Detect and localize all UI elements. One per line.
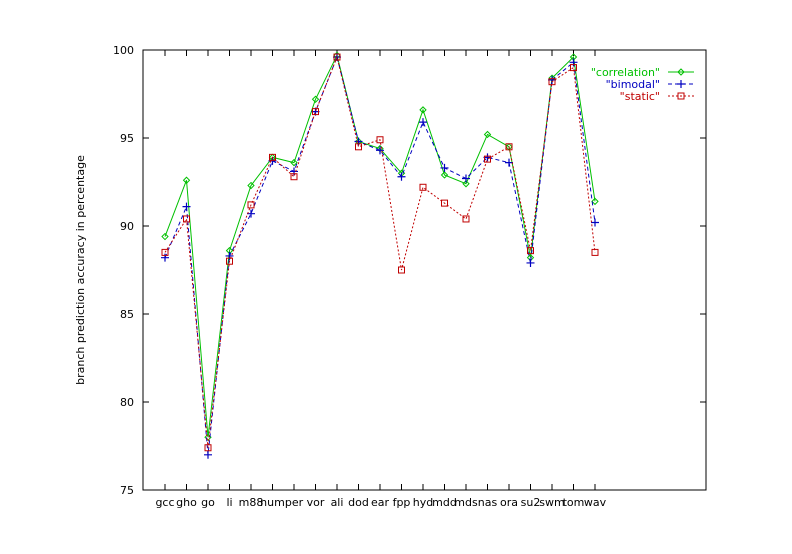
data-point xyxy=(677,80,685,88)
data-point xyxy=(376,146,384,155)
x-tick-label: nas xyxy=(478,496,498,509)
x-tick-label: tom xyxy=(563,496,585,509)
x-tick-label: dod xyxy=(348,496,369,509)
series-2 xyxy=(161,53,599,452)
data-point xyxy=(376,136,384,144)
data-point xyxy=(226,257,233,265)
data-point xyxy=(591,248,599,256)
y-axis-title: branch prediction accuracy in percentage xyxy=(74,155,87,385)
data-point xyxy=(548,78,556,86)
data-point xyxy=(462,215,470,223)
x-tick-label: mds xyxy=(454,496,478,509)
data-point xyxy=(440,171,449,179)
y-tick-label: 85 xyxy=(120,308,134,321)
data-point xyxy=(505,143,513,151)
series-line xyxy=(164,55,596,455)
x-tick-label: per xyxy=(285,496,304,509)
x-tick-label: num xyxy=(260,496,285,509)
x-tick-label: ora xyxy=(500,496,518,509)
y-tick-label: 100 xyxy=(113,44,134,57)
x-tick-label: gho xyxy=(176,496,197,509)
data-point xyxy=(290,173,298,181)
x-tick-label: li xyxy=(226,496,232,509)
data-point xyxy=(462,180,470,188)
data-point xyxy=(677,92,685,100)
x-tick-label: gcc xyxy=(155,496,174,509)
y-tick-label: 75 xyxy=(120,484,134,497)
series-1 xyxy=(161,53,599,459)
data-point xyxy=(204,444,212,452)
x-tick-label: ali xyxy=(331,496,344,509)
data-point xyxy=(419,183,427,191)
data-point xyxy=(269,153,276,161)
data-point xyxy=(333,53,341,61)
data-point xyxy=(483,130,492,139)
data-point xyxy=(182,176,191,184)
data-point xyxy=(677,68,685,76)
x-tick-label: wav xyxy=(584,496,607,509)
data-point xyxy=(182,202,191,211)
data-point xyxy=(161,232,169,241)
data-point xyxy=(419,118,427,127)
x-tick-label: swm xyxy=(539,496,564,509)
x-tick-label: mdd xyxy=(432,496,457,509)
legend: "correlation""bimodal""static" xyxy=(591,66,694,103)
y-axis: 75 80 85 90 95 100 xyxy=(113,44,706,497)
data-point xyxy=(527,247,534,255)
data-point xyxy=(484,155,491,163)
data-point xyxy=(462,174,470,183)
series-layer xyxy=(161,51,599,459)
data-point xyxy=(398,266,405,274)
series-line xyxy=(164,55,596,448)
data-point xyxy=(397,172,406,181)
data-point xyxy=(591,218,599,227)
series-line xyxy=(164,53,596,438)
legend-label: "bimodal" xyxy=(606,78,660,91)
data-point xyxy=(290,158,298,167)
x-tick-label: su2 xyxy=(521,496,541,509)
data-point xyxy=(591,197,599,206)
data-point xyxy=(570,64,577,72)
data-point xyxy=(440,163,449,172)
y-tick-label: 80 xyxy=(120,396,134,409)
legend-label: "correlation" xyxy=(591,66,660,79)
data-point xyxy=(311,95,320,103)
data-point xyxy=(204,450,212,459)
x-tick-label: fpp xyxy=(393,496,411,509)
data-point xyxy=(247,209,255,218)
legend-label: "static" xyxy=(620,90,660,103)
data-point xyxy=(419,106,427,114)
data-point xyxy=(247,201,255,209)
x-tick-label: vor xyxy=(307,496,325,509)
data-point xyxy=(161,248,169,256)
y-tick-label: 95 xyxy=(120,132,134,145)
x-tick-label: ear xyxy=(371,496,390,509)
data-point xyxy=(441,199,448,207)
data-point xyxy=(355,143,362,151)
data-point xyxy=(183,215,190,223)
data-point xyxy=(505,158,513,167)
plot-area xyxy=(142,49,707,491)
data-point xyxy=(247,181,255,190)
x-tick-label: hyd xyxy=(413,496,433,509)
y-tick-label: 90 xyxy=(120,220,134,233)
x-tick-label: m88 xyxy=(239,496,264,509)
data-point xyxy=(526,258,535,267)
x-tick-label: go xyxy=(201,496,215,509)
data-point xyxy=(312,108,319,116)
